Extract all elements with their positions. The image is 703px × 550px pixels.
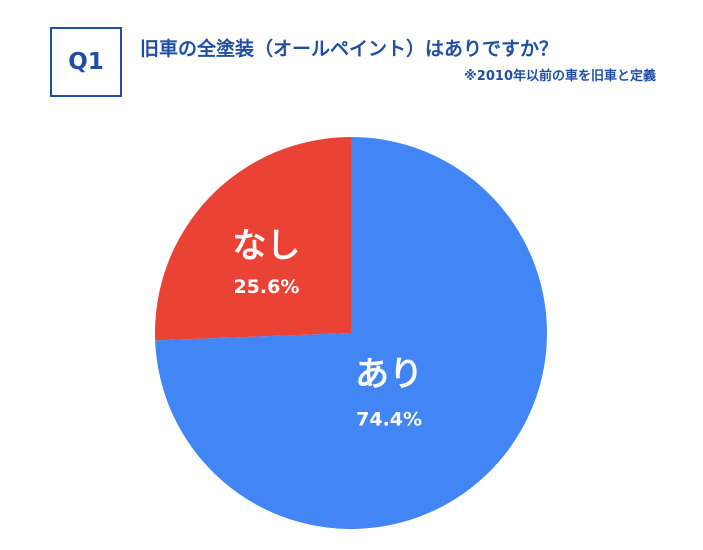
slice-category-label-2: なし	[232, 226, 300, 266]
pie-labels: あり 74.4% なし 25.6%	[232, 226, 423, 430]
slice-category-label-1: あり	[355, 354, 423, 394]
pie-slice-1	[155, 137, 548, 529]
chart-note: ※2010年以前の車を旧車と定義	[464, 69, 656, 84]
question-badge: Q1	[50, 27, 122, 97]
question-number: Q1	[68, 49, 104, 75]
chart-title: 旧車の全塗装（オールペイント）はありですか？	[140, 38, 559, 60]
pie-slice-2	[155, 137, 351, 341]
slice-value-label-1: 74.4%	[356, 408, 422, 430]
slice-value-label-2: 25.6%	[233, 276, 299, 298]
pie-slices	[155, 137, 548, 529]
